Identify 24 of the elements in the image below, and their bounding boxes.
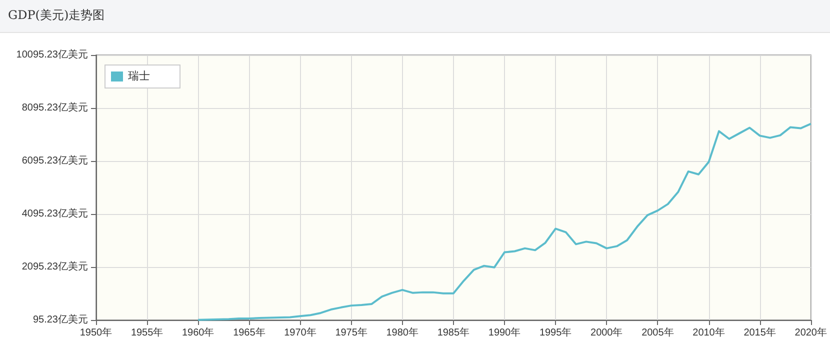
x-tick-label: 1960年 (182, 326, 214, 338)
x-tick-label: 1970年 (284, 326, 316, 338)
x-tick-label: 1965年 (233, 326, 266, 338)
x-tick-label: 1985年 (437, 326, 470, 338)
x-tick-label: 2015年 (744, 326, 776, 338)
x-tick-label: 1950年 (80, 326, 112, 338)
x-tick-label: 2010年 (692, 326, 725, 338)
y-tick-label: 2095.23亿美元 (22, 260, 88, 272)
x-tick-label: 2020年 (794, 326, 827, 338)
x-tick-label: 2000年 (590, 326, 623, 338)
x-tick-label: 1995年 (539, 326, 572, 338)
x-tick-label: 1980年 (386, 326, 418, 338)
x-tick-label: 1975年 (335, 326, 368, 338)
y-tick-label: 10095.23亿美元 (16, 48, 88, 60)
y-tick-label: 4095.23亿美元 (22, 208, 88, 220)
y-tick-label: 95.23亿美元 (32, 314, 88, 326)
line-series (197, 122, 812, 321)
y-tick-label: 6095.23亿美元 (22, 154, 88, 166)
x-tick-label: 2005年 (642, 326, 674, 338)
legend-label: 瑞士 (128, 70, 150, 82)
x-tick-label: 1990年 (488, 326, 521, 338)
y-tick-label: 8095.23亿美元 (22, 102, 88, 114)
chart-title: GDP(美元)走势图 (0, 0, 830, 33)
x-tick-label: 1955年 (130, 326, 164, 338)
